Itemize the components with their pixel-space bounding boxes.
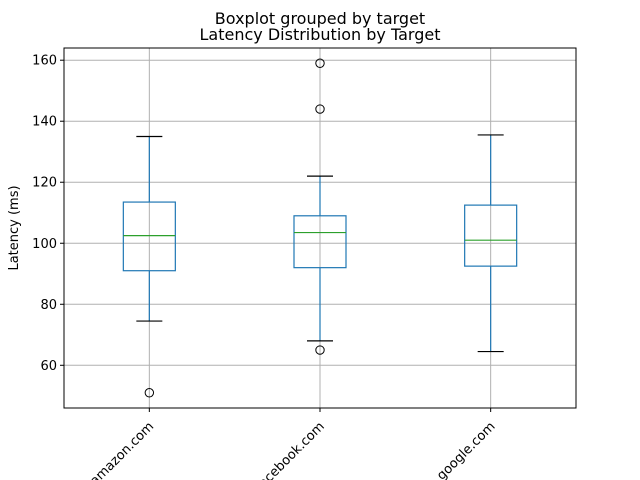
- boxes: [122, 58, 518, 398]
- outlier-point: [315, 104, 325, 114]
- x-tick-label: facebook.com: [253, 419, 328, 480]
- y-tick-label: 120: [32, 176, 57, 191]
- y-axis-label: Latency (ms): [7, 185, 22, 270]
- y-tick-label: 60: [40, 359, 57, 374]
- x-tick-label: google.com: [434, 419, 498, 480]
- box-amazon.com: [122, 135, 176, 398]
- box-google.com: [464, 134, 518, 353]
- chart-title: Latency Distribution by Target: [200, 25, 441, 44]
- y-tick-label: 160: [32, 54, 57, 69]
- chart-suptitle: Boxplot grouped by target: [215, 9, 425, 28]
- box-iqr: [464, 204, 518, 267]
- y-tick-label: 100: [32, 237, 57, 252]
- box-iqr: [293, 215, 347, 269]
- outlier-point: [315, 58, 325, 68]
- box-facebook.com: [293, 58, 347, 355]
- outlier-point: [315, 345, 325, 355]
- x-tick-label: amazon.com: [88, 419, 158, 480]
- y-tick-label: 80: [40, 298, 57, 313]
- box-iqr: [122, 201, 176, 272]
- y-axis: 60 80 100 120 140 160: [32, 54, 64, 374]
- y-tick-label: 140: [32, 115, 57, 130]
- x-axis: amazon.com facebook.com google.com: [88, 408, 498, 480]
- outlier-point: [144, 388, 155, 398]
